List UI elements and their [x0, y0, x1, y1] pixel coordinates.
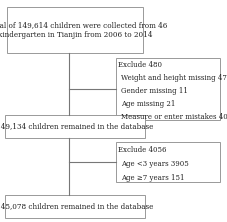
FancyBboxPatch shape — [5, 195, 145, 218]
Text: Gender missing 11: Gender missing 11 — [121, 87, 188, 95]
Text: Exclude 4056: Exclude 4056 — [118, 146, 167, 154]
Text: Exclude 480: Exclude 480 — [118, 61, 162, 69]
Text: Age missing 21: Age missing 21 — [121, 100, 176, 108]
Text: 149,134 children remained in the database: 149,134 children remained in the databas… — [0, 123, 154, 131]
FancyBboxPatch shape — [116, 58, 220, 120]
Text: 145,078 children remained in the database: 145,078 children remained in the databas… — [0, 202, 154, 210]
Text: A total of 149,614 children were collected from 46
kindergarten in Tianjin from : A total of 149,614 children were collect… — [0, 21, 168, 39]
Text: Weight and height missing 47: Weight and height missing 47 — [121, 74, 227, 82]
Text: Measure or enter mistakes 401: Measure or enter mistakes 401 — [121, 113, 227, 121]
FancyBboxPatch shape — [5, 115, 145, 138]
FancyBboxPatch shape — [7, 7, 143, 53]
FancyBboxPatch shape — [116, 142, 220, 182]
Text: Age <3 years 3905: Age <3 years 3905 — [121, 160, 189, 168]
Text: Age ≥7 years 151: Age ≥7 years 151 — [121, 174, 185, 182]
